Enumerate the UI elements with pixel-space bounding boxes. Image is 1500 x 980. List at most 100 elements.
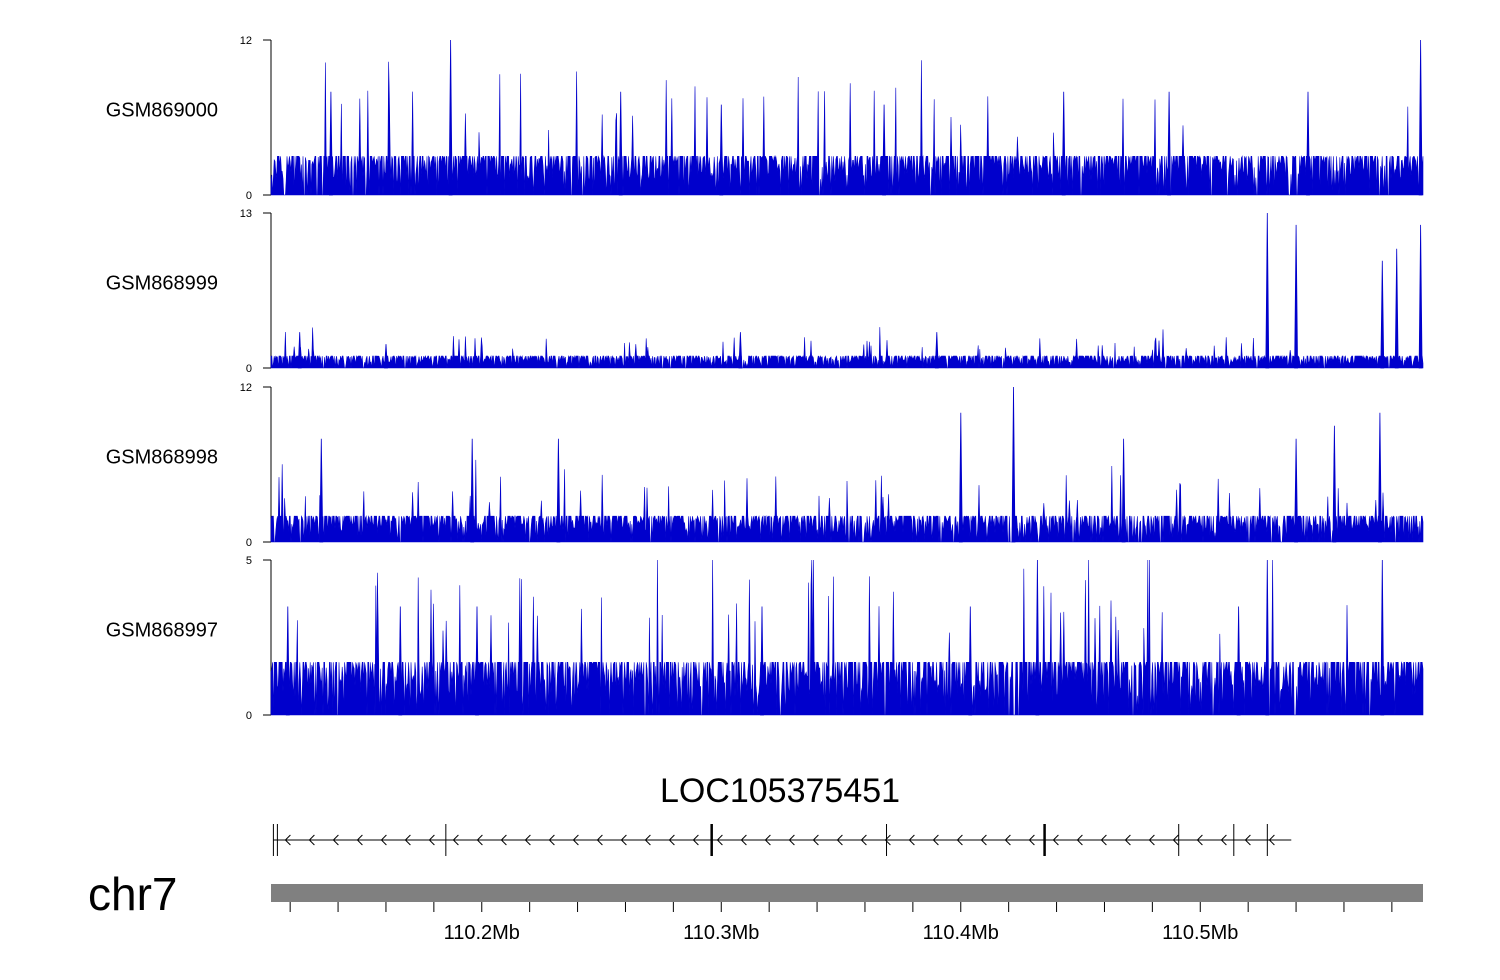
signal-peak (1394, 248, 1399, 369)
strand-arrow (692, 834, 699, 846)
strand-arrow (284, 834, 291, 846)
signal-peak (475, 606, 479, 716)
signal-tracks: GSM869000120GSM868999130GSM868998120GSM8… (106, 35, 1424, 722)
track-label: GSM868999 (106, 273, 218, 295)
signal-peak (618, 91, 623, 196)
signal-peak (448, 39, 453, 196)
coverage-signal-area (270, 559, 1424, 716)
strand-arrow (332, 834, 339, 846)
track-GSM868999: GSM868999 13 0 (106, 208, 1424, 375)
genome-axis-tick-label: 110.4Mb (923, 922, 999, 944)
track-GSM868998: GSM868998 12 0 (106, 382, 1424, 549)
signal-peak (1061, 91, 1066, 196)
signal-peak (1418, 39, 1423, 196)
signal-peak (556, 438, 561, 543)
signal-peak (1035, 559, 1040, 716)
strand-arrow (1004, 834, 1011, 846)
signal-peak (1377, 412, 1382, 543)
strand-arrow (716, 834, 723, 846)
track-GSM869000: GSM869000 12 0 (106, 35, 1424, 202)
strand-arrow (356, 834, 363, 846)
signal-peak (1294, 438, 1299, 543)
strand-arrow (1100, 834, 1107, 846)
strand-arrow (500, 834, 507, 846)
signal-peak (297, 332, 302, 369)
y-axis-min-label: 0 (246, 710, 252, 722)
strand-arrow (1268, 834, 1275, 846)
y-axis-min-label: 0 (246, 363, 252, 375)
strand-arrow (644, 834, 651, 846)
strand-arrow (452, 834, 459, 846)
y-axis-min-label: 0 (246, 537, 252, 549)
strand-arrow (524, 834, 531, 846)
strand-arrow (980, 834, 987, 846)
strand-arrow (572, 834, 579, 846)
strand-arrow (1220, 834, 1227, 846)
strand-arrow (308, 834, 315, 846)
genome-axis-track: chr7 110.2Mb 110.3Mb 110.4Mb 110.5Mb (88, 868, 1423, 944)
signal-peak (398, 606, 403, 716)
strand-arrow (1172, 834, 1179, 846)
signal-peak (1380, 559, 1385, 716)
strand-arrow (1244, 834, 1251, 846)
track-label: GSM869000 (106, 100, 218, 122)
strand-arrow (1148, 834, 1155, 846)
signal-peak (1265, 212, 1270, 369)
signal-peak (719, 104, 724, 196)
gene-annotation-track: LOC105375451 (272, 772, 1292, 856)
y-axis-min-label: 0 (246, 190, 252, 202)
signal-peak (1418, 224, 1423, 369)
strand-arrow (764, 834, 771, 846)
signal-peak (934, 332, 939, 369)
signal-peak (968, 606, 973, 716)
signal-peak (285, 606, 290, 716)
strand-arrow (740, 834, 747, 846)
signal-peak (760, 606, 764, 716)
track-label: GSM868997 (106, 620, 218, 642)
strand-arrow (788, 834, 795, 846)
strand-arrow (884, 834, 891, 846)
chromosome-label: chr7 (88, 868, 177, 920)
y-axis-max-label: 5 (246, 555, 252, 567)
signal-peak (1121, 438, 1126, 543)
signal-peak (1265, 559, 1270, 716)
strand-arrow (668, 834, 675, 846)
signal-peak (1332, 425, 1337, 543)
strand-arrow (1052, 834, 1059, 846)
signal-peak (319, 438, 324, 543)
strand-arrow (836, 834, 843, 846)
track-GSM868997: GSM868997 5 0 (106, 555, 1424, 722)
signal-peak (470, 438, 475, 543)
signal-peak (1306, 91, 1310, 196)
signal-peak (1236, 606, 1241, 716)
strand-arrow (1196, 834, 1203, 846)
strand-arrow (620, 834, 627, 846)
signal-peak (1380, 260, 1385, 369)
strand-arrow (428, 834, 435, 846)
y-axis-max-label: 13 (240, 208, 252, 220)
signal-peak (738, 332, 743, 369)
signal-peak (1011, 386, 1016, 543)
strand-arrow (548, 834, 555, 846)
strand-arrow (404, 834, 411, 846)
strand-arrow (812, 834, 819, 846)
signal-peak (958, 412, 963, 543)
strand-arrow (932, 834, 939, 846)
chromosome-ideogram-bar (271, 884, 1423, 902)
strand-arrow (1124, 834, 1131, 846)
genome-axis-tick-label: 110.2Mb (444, 922, 520, 944)
gene-name-label: LOC105375451 (660, 772, 900, 810)
signal-peak (384, 344, 388, 369)
y-axis-max-label: 12 (240, 382, 252, 394)
genome-axis-tick-label: 110.3Mb (683, 922, 759, 944)
strand-arrow (1028, 834, 1035, 846)
coverage-signal-area (270, 453, 1424, 543)
track-label: GSM868998 (106, 447, 218, 469)
genome-axis-tick-label: 110.5Mb (1162, 922, 1238, 944)
strand-arrow (956, 834, 963, 846)
strand-arrow (380, 834, 387, 846)
strand-arrow (476, 834, 483, 846)
signal-peak (1167, 91, 1172, 196)
